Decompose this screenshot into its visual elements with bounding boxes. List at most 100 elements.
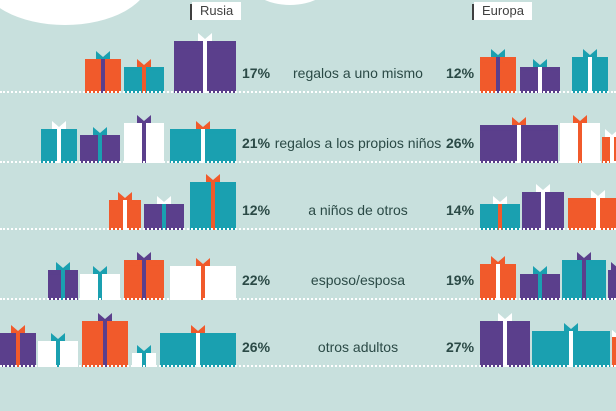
chart-row: 17% regalos a uno mismo 12% bbox=[0, 25, 616, 93]
europa-gift-4-1-ribbon bbox=[496, 264, 500, 300]
row-divider bbox=[0, 91, 616, 93]
rusia-gift-4-1-ribbon bbox=[61, 270, 65, 300]
europa-gift-5-2 bbox=[532, 323, 610, 367]
rusia-gift-4-3-ribbon bbox=[142, 260, 146, 300]
europa-gift-4-3-ribbon bbox=[582, 260, 586, 300]
europa-value-label: 27% bbox=[446, 339, 475, 355]
europa-gift-1-3 bbox=[572, 49, 608, 93]
europa-value-label: 12% bbox=[446, 65, 475, 81]
europa-gift-1-3-bow bbox=[583, 49, 597, 57]
europa-gift-2-2-bow bbox=[573, 115, 587, 123]
rusia-value-label: 21% bbox=[242, 135, 271, 151]
rusia-gift-5-5-bow bbox=[191, 325, 205, 333]
europa-gift-2-2-ribbon bbox=[578, 123, 582, 163]
europa-gift-5-1-bow bbox=[498, 313, 512, 321]
rusia-gift-5-5-ribbon bbox=[196, 333, 200, 367]
column-header-rusia: Rusia bbox=[192, 2, 242, 20]
rusia-gift-1-1-bow bbox=[96, 51, 110, 59]
rusia-gift-5-3 bbox=[82, 313, 128, 367]
europa-gift-1-2-ribbon bbox=[538, 67, 542, 93]
rusia-gift-5-3-bow bbox=[98, 313, 112, 321]
rusia-gift-3-2-ribbon bbox=[162, 204, 166, 230]
rusia-gift-5-1-ribbon bbox=[16, 333, 20, 367]
europa-gift-2-2 bbox=[560, 115, 600, 163]
europa-gift-4-2-ribbon bbox=[538, 274, 542, 300]
europa-gift-5-3-box bbox=[612, 337, 616, 367]
rusia-value-label: 12% bbox=[242, 202, 271, 218]
rusia-gift-3-3-bow bbox=[206, 174, 220, 182]
rusia-gift-5-2 bbox=[38, 333, 78, 367]
europa-gift-3-1 bbox=[480, 196, 520, 230]
rusia-gift-2-1 bbox=[41, 121, 77, 163]
rusia-gift-4-3 bbox=[124, 252, 164, 300]
category-label: esposo/esposa bbox=[310, 272, 406, 288]
rusia-gift-2-1-ribbon bbox=[57, 129, 61, 163]
rusia-value-label: 17% bbox=[242, 65, 271, 81]
rusia-gift-5-2-bow bbox=[51, 333, 65, 341]
europa-gift-1-2 bbox=[520, 59, 560, 93]
rusia-header-marker bbox=[190, 4, 192, 20]
rusia-gift-2-2-ribbon bbox=[98, 135, 102, 163]
europa-gift-2-3-ribbon bbox=[610, 137, 614, 163]
rusia-gift-5-2-ribbon bbox=[56, 341, 60, 367]
europa-gift-4-2 bbox=[520, 266, 560, 300]
rusia-gift-1-3-bow bbox=[198, 33, 212, 41]
rusia-value-label: 22% bbox=[242, 272, 271, 288]
rusia-gift-4-4 bbox=[170, 258, 236, 300]
rusia-gift-4-2-bow bbox=[93, 266, 107, 274]
europa-gift-4-2-bow bbox=[533, 266, 547, 274]
rusia-gift-3-2-bow bbox=[157, 196, 171, 204]
europa-gift-4-3-bow bbox=[577, 252, 591, 260]
europa-gift-3-1-ribbon bbox=[498, 204, 502, 230]
europa-gift-4-4 bbox=[608, 262, 616, 300]
europa-gift-5-3-lid bbox=[612, 337, 616, 342]
europa-gift-1-1-bow bbox=[491, 49, 505, 57]
europa-gift-3-2 bbox=[522, 184, 564, 230]
europa-gift-5-2-bow bbox=[564, 323, 578, 331]
europa-gift-5-2-ribbon bbox=[569, 331, 573, 367]
europa-gift-2-1 bbox=[480, 117, 558, 163]
rusia-gift-1-1 bbox=[85, 51, 121, 93]
europa-gift-4-1 bbox=[480, 256, 516, 300]
row-divider bbox=[0, 365, 616, 367]
rusia-gift-1-3-ribbon bbox=[203, 41, 207, 93]
decorative-cloud-left bbox=[0, 0, 150, 25]
rusia-gift-2-4 bbox=[170, 121, 236, 163]
europa-value-label: 14% bbox=[446, 202, 475, 218]
europa-value-label: 26% bbox=[446, 135, 475, 151]
row-divider bbox=[0, 228, 616, 230]
chart-row: 26% otros adultos 27% bbox=[0, 299, 616, 367]
europa-gift-5-3 bbox=[612, 329, 616, 367]
europa-gift-3-3-lid bbox=[568, 198, 616, 203]
europa-gift-1-1 bbox=[480, 49, 516, 93]
rusia-gift-5-4-ribbon bbox=[142, 353, 146, 367]
rusia-gift-2-3-ribbon bbox=[142, 123, 146, 163]
rusia-gift-4-4-bow bbox=[196, 258, 210, 266]
rusia-gift-2-3-bow bbox=[137, 115, 151, 123]
rusia-gift-3-1-ribbon bbox=[123, 200, 127, 230]
europa-gift-3-3-bow bbox=[591, 190, 605, 198]
europa-gift-5-1 bbox=[480, 313, 530, 367]
rusia-gift-3-3 bbox=[190, 174, 236, 230]
chart-row: 12% a niños de otros 14% bbox=[0, 162, 616, 230]
europa-gift-1-1-ribbon bbox=[496, 57, 500, 93]
rusia-gift-1-2-bow bbox=[137, 59, 151, 67]
category-label: otros adultos bbox=[317, 339, 399, 355]
rusia-gift-5-3-ribbon bbox=[103, 321, 107, 367]
europa-gift-4-1-bow bbox=[491, 256, 505, 264]
europa-gift-3-3-box bbox=[568, 198, 616, 230]
europa-gift-2-3-lid bbox=[602, 137, 616, 141]
rusia-gift-5-5 bbox=[160, 325, 236, 367]
europa-gift-3-2-ribbon bbox=[541, 192, 545, 230]
rusia-gift-2-4-bow bbox=[196, 121, 210, 129]
europa-gift-5-1-ribbon bbox=[503, 321, 507, 367]
rusia-gift-5-4-bow bbox=[137, 345, 151, 353]
rusia-gift-4-4-ribbon bbox=[201, 266, 205, 300]
rusia-gift-3-1 bbox=[109, 192, 141, 230]
rusia-gift-4-2 bbox=[80, 266, 120, 300]
rusia-gift-1-2 bbox=[124, 59, 164, 93]
europa-gift-3-2-bow bbox=[536, 184, 550, 192]
rusia-gift-3-1-bow bbox=[118, 192, 132, 200]
rusia-gift-5-1 bbox=[0, 325, 36, 367]
europa-gift-3-3 bbox=[568, 190, 616, 230]
